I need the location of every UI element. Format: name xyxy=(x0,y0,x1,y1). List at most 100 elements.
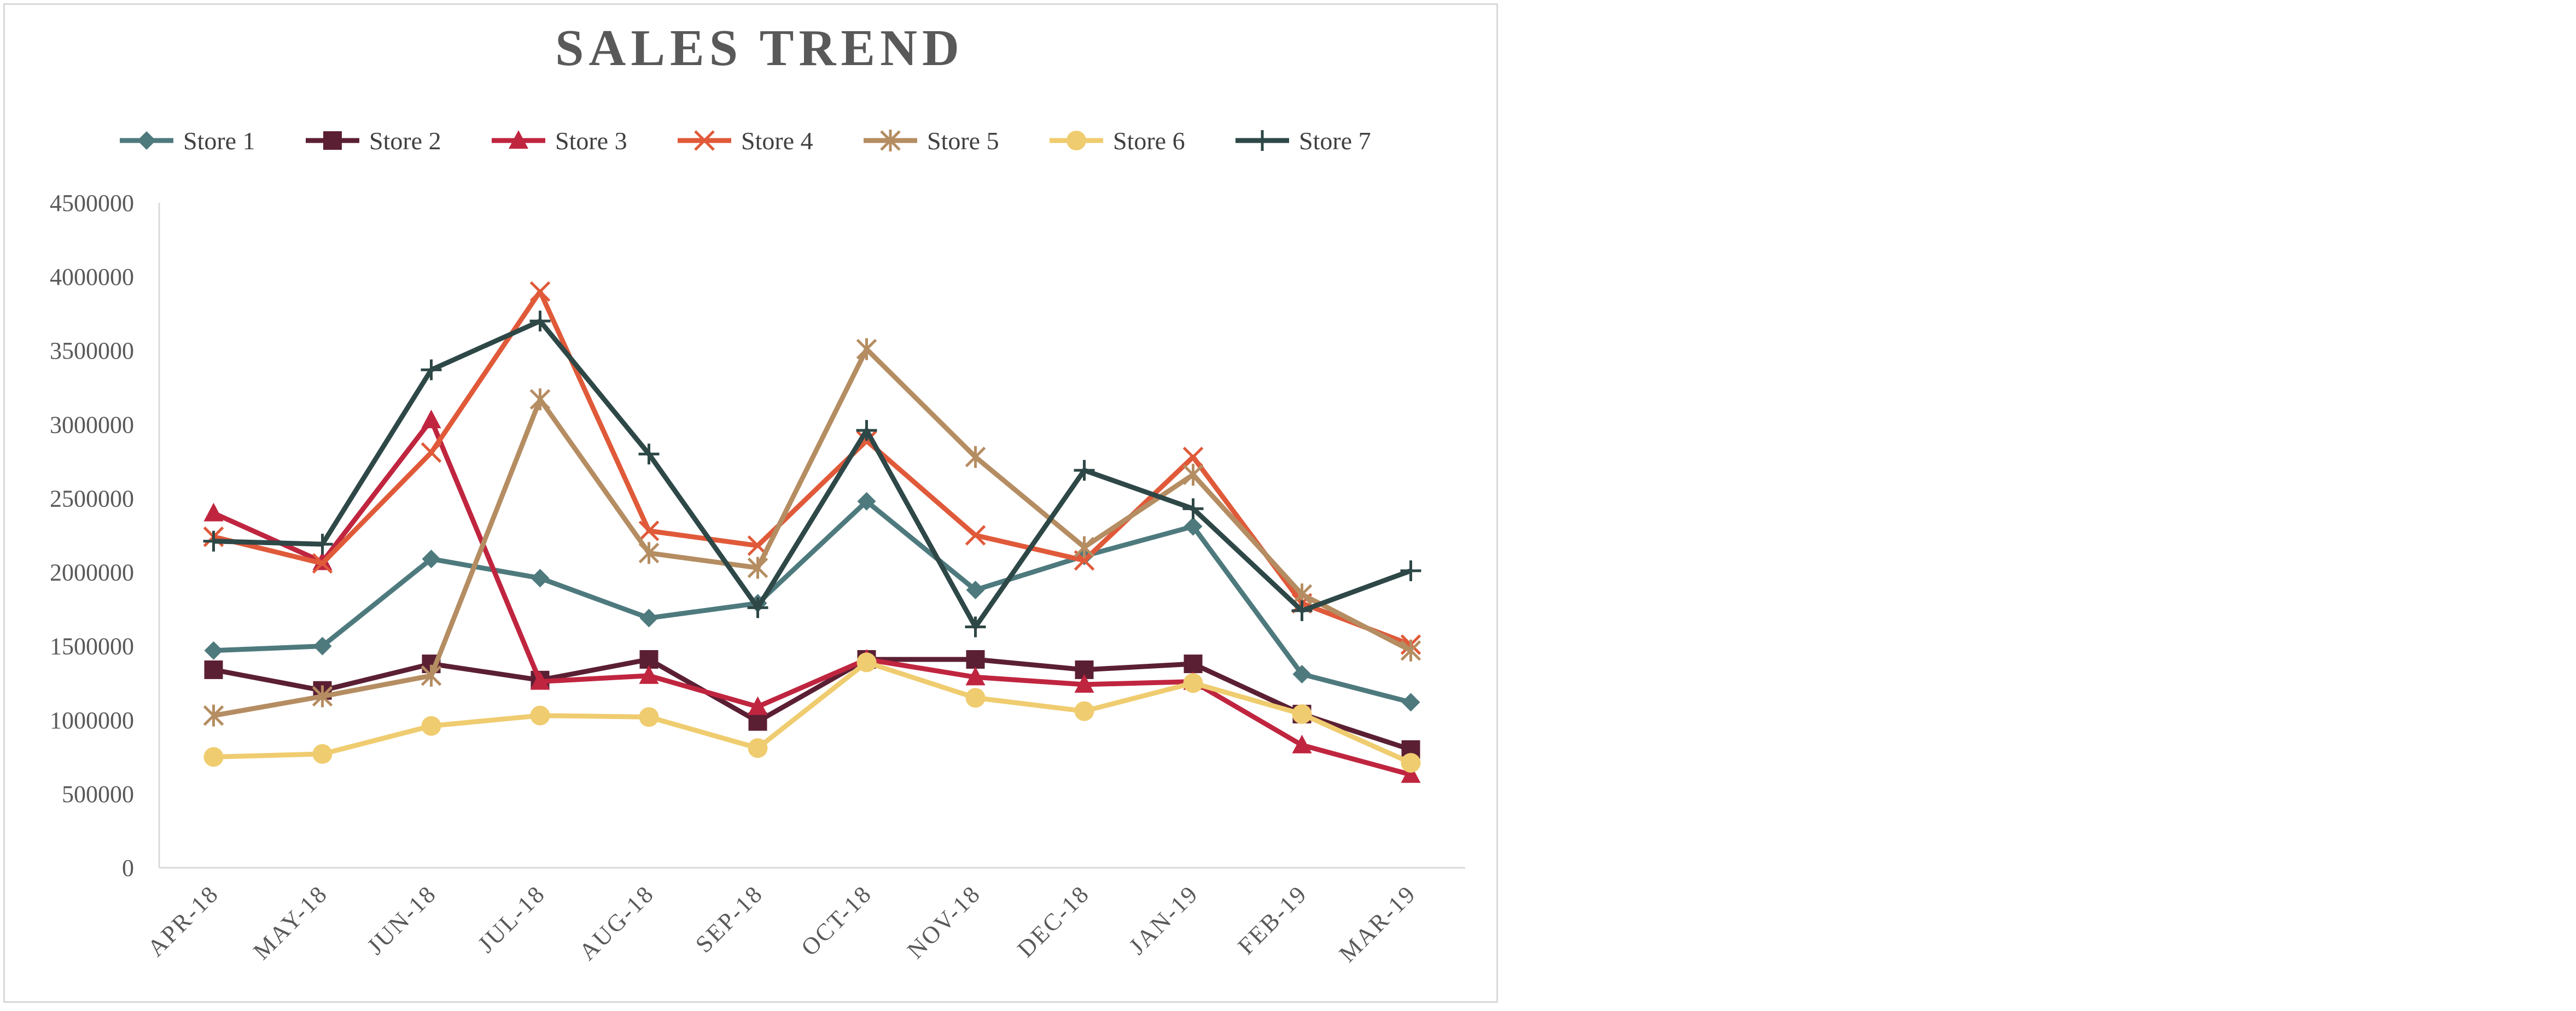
data-point xyxy=(1401,753,1421,773)
data-point xyxy=(748,712,767,731)
y-tick-label: 4000000 xyxy=(50,264,134,290)
series-line xyxy=(213,289,1412,647)
data-point xyxy=(203,747,224,767)
data-point xyxy=(203,530,224,552)
legend-label: Store 4 xyxy=(741,127,813,155)
data-point xyxy=(965,616,986,638)
data-point xyxy=(1182,447,1204,467)
data-point xyxy=(639,609,658,628)
data-point xyxy=(1184,517,1203,536)
data-point xyxy=(204,660,223,679)
data-point xyxy=(421,716,441,736)
data-point xyxy=(529,281,551,302)
legend-marker xyxy=(880,130,901,151)
data-point xyxy=(1291,600,1313,621)
data-point xyxy=(1183,673,1203,693)
x-tick-label: APR-18 xyxy=(142,880,224,961)
data-point xyxy=(204,641,223,660)
data-point xyxy=(965,667,986,686)
y-tick-label: 2000000 xyxy=(50,559,134,586)
y-tick-label: 1000000 xyxy=(50,707,134,734)
data-point xyxy=(638,542,660,564)
legend-item: Store 7 xyxy=(1235,127,1371,155)
data-point xyxy=(639,707,659,727)
data-point xyxy=(1182,464,1204,486)
data-point xyxy=(529,388,551,411)
x-tick-label: SEP-18 xyxy=(690,880,768,957)
data-point xyxy=(530,671,550,690)
legend-label: Store 7 xyxy=(1299,127,1371,155)
data-point xyxy=(856,652,877,673)
x-tick-label: JAN-19 xyxy=(1124,880,1204,960)
data-point xyxy=(313,636,332,656)
data-point xyxy=(856,420,877,441)
legend-marker xyxy=(1066,131,1086,150)
y-tick-label: 4500000 xyxy=(50,190,134,217)
data-point xyxy=(857,492,876,511)
data-point xyxy=(422,550,441,569)
data-point xyxy=(1292,665,1312,684)
x-axis: APR-18 MAY-18 JUN-18 JUL-18 AUG-18 SEP-18 OCT-… xyxy=(142,867,1465,967)
data-point xyxy=(531,569,550,588)
data-point xyxy=(965,525,986,546)
data-point xyxy=(421,664,442,687)
y-tick-label: 500000 xyxy=(62,781,134,808)
x-tick-label: MAY-18 xyxy=(248,880,333,965)
series-line xyxy=(213,659,1412,765)
series-line xyxy=(213,318,1412,630)
data-point xyxy=(639,665,659,684)
plot-series xyxy=(203,281,1421,783)
legend-marker xyxy=(137,131,156,150)
series-line xyxy=(213,499,1412,705)
data-point xyxy=(1400,560,1421,581)
series-4 xyxy=(203,281,1421,655)
data-point xyxy=(1182,498,1204,519)
x-tick-label: OCT-18 xyxy=(796,880,877,961)
data-point xyxy=(965,688,986,708)
data-point xyxy=(1074,701,1094,721)
data-point xyxy=(530,705,550,726)
legend-item: Store 2 xyxy=(306,127,441,155)
data-point xyxy=(1292,734,1312,753)
x-tick-label: FEB-19 xyxy=(1233,880,1313,960)
data-point xyxy=(1184,654,1203,674)
legend-label: Store 6 xyxy=(1113,127,1185,155)
y-tick-label: 0 xyxy=(122,855,134,881)
legend-item: Store 3 xyxy=(492,127,627,155)
legend-label: Store 5 xyxy=(927,127,999,155)
data-point xyxy=(421,442,442,463)
data-point xyxy=(529,311,551,332)
data-point xyxy=(421,359,442,381)
data-point xyxy=(748,738,768,758)
data-point xyxy=(1401,693,1420,712)
y-tick-label: 3500000 xyxy=(50,337,134,364)
data-point xyxy=(1292,704,1312,724)
data-point xyxy=(638,443,660,465)
series-7 xyxy=(203,311,1421,638)
data-point xyxy=(747,557,768,579)
data-point xyxy=(638,521,660,541)
chart-title: SALES TREND xyxy=(555,20,964,77)
x-tick-label: MAR-19 xyxy=(1334,880,1421,967)
legend-marker xyxy=(509,130,528,149)
data-point xyxy=(203,502,224,522)
legend: Store 1 Store 2 Store 3 Store 4 Store 5 Store… xyxy=(120,127,1371,155)
data-point xyxy=(312,744,333,764)
series-6 xyxy=(203,652,1421,773)
x-tick-label: DEC-18 xyxy=(1012,880,1094,962)
data-point xyxy=(1401,764,1421,783)
chart-svg: SALES TREND Store 1 Store 2 Store 3 Store 4… xyxy=(50,20,1465,967)
x-tick-label: AUG-18 xyxy=(574,880,659,965)
legend-item: Store 4 xyxy=(678,127,813,155)
data-point xyxy=(748,696,768,715)
legend-item: Store 5 xyxy=(864,127,999,155)
data-point xyxy=(966,650,985,669)
data-point xyxy=(1400,639,1421,662)
data-point xyxy=(203,704,224,727)
legend-label: Store 3 xyxy=(555,127,627,155)
data-point xyxy=(1074,536,1095,558)
y-axis: 0 500000 1000000 1500000 2000000 2500000 30000… xyxy=(50,190,160,881)
legend-marker xyxy=(1252,130,1273,151)
legend-item: Store 1 xyxy=(120,127,255,155)
series-line xyxy=(212,417,1412,778)
